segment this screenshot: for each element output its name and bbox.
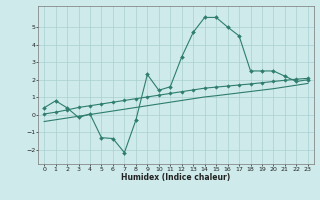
- X-axis label: Humidex (Indice chaleur): Humidex (Indice chaleur): [121, 173, 231, 182]
